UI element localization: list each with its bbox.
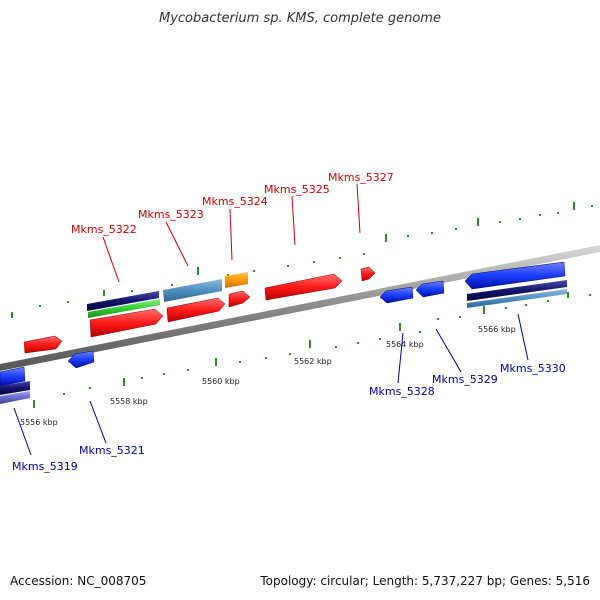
feature-bar	[87, 291, 159, 311]
outer-tick-row	[11, 202, 593, 318]
gene-arrow	[415, 280, 445, 298]
forward-genes	[23, 266, 376, 354]
tick-label: 5556 kbp	[20, 418, 58, 427]
tick-label: 5562 kbp	[294, 357, 332, 366]
tick-label: 5558 kbp	[110, 397, 148, 406]
reverse-gene-labels: Mkms_5319 Mkms_5321 Mkms_5328 Mkms_5329 …	[12, 313, 566, 473]
gene-arrow	[89, 308, 164, 338]
gene-arrow	[360, 266, 376, 282]
feature-bar	[0, 381, 30, 395]
gene-label: Mkms_5321	[79, 444, 145, 457]
gene-arrow	[264, 273, 343, 301]
gene-label: Mkms_5325	[264, 183, 330, 196]
gene-label: Mkms_5324	[202, 195, 268, 208]
gene-label: Mkms_5322	[71, 223, 137, 236]
tick-label: 5564 kbp	[386, 340, 424, 349]
gene-label: Mkms_5323	[138, 208, 204, 221]
feature-bar	[225, 272, 248, 288]
feature-bar	[88, 299, 160, 318]
gene-arrow	[23, 335, 63, 354]
coordinate-labels: 5556 kbp 5558 kbp 5560 kbp 5562 kbp 5564…	[20, 325, 516, 427]
feature-bar	[163, 279, 222, 302]
feature-bar	[467, 289, 567, 308]
gene-label: Mkms_5319	[12, 460, 78, 473]
reverse-genes	[0, 261, 566, 387]
gene-arrow	[464, 261, 566, 290]
accession-text: Accession: NC_008705	[10, 574, 147, 588]
feature-tracks	[0, 272, 567, 404]
gene-arrow	[67, 350, 95, 369]
inner-tick-row	[33, 292, 591, 408]
tick-label: 5560 kbp	[202, 377, 240, 386]
gene-label: Mkms_5328	[369, 385, 435, 398]
feature-bar	[467, 280, 567, 301]
gene-arrow	[379, 286, 414, 304]
genome-summary-text: Topology: circular; Length: 5,737,227 bp…	[260, 574, 590, 588]
gene-arrow	[166, 297, 226, 323]
gene-arrow	[0, 366, 26, 387]
tick-label: 5566 kbp	[478, 325, 516, 334]
forward-gene-labels: Mkms_5322 Mkms_5323 Mkms_5324 Mkms_5325 …	[71, 171, 394, 283]
feature-bar	[0, 391, 30, 404]
gene-label: Mkms_5329	[432, 373, 498, 386]
genome-title: Mycobacterium sp. KMS, complete genome	[159, 11, 441, 26]
genome-backbone	[0, 245, 600, 371]
gene-label: Mkms_5330	[500, 362, 566, 375]
gene-label: Mkms_5327	[328, 171, 394, 184]
gene-arrow	[228, 290, 251, 308]
